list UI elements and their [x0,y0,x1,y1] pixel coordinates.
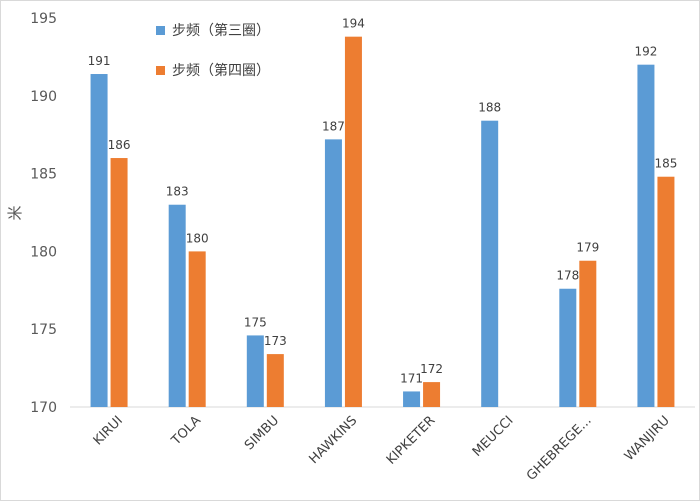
bar-lap4 [266,354,284,407]
data-label: 191 [88,54,111,68]
bar-lap4 [344,36,362,408]
x-tick-label: SIMBU [242,413,282,453]
data-label: 188 [478,101,501,115]
bar-lap3 [168,204,186,407]
bar-lap3 [481,120,499,408]
y-tick-label: 175 [30,322,57,338]
x-tick-label: MEUCCI [470,413,517,460]
legend-label: 步频（第三圈） [172,22,270,39]
bar-lap4 [188,251,206,407]
data-label: 180 [186,231,209,245]
y-tick-label: 185 [30,167,57,183]
bar-lap3 [90,74,108,408]
x-tick-label: TOLA [168,413,204,449]
x-tick-label: KIPKETER [384,413,439,468]
y-tick-label: 170 [30,400,57,416]
x-tick-label: HAWKINS [306,413,360,467]
legend-label: 步频（第四圈） [172,62,270,79]
data-label: 183 [166,185,189,199]
bar-lap3 [324,139,342,408]
bar-lap4 [579,260,597,407]
data-label: 173 [264,334,287,348]
legend-swatch [156,66,165,75]
x-tick-label: GHEBREGE... [524,413,595,484]
y-tick-label: 195 [30,11,57,27]
bar-lap3 [246,335,264,407]
data-label: 194 [342,17,365,31]
bar-lap3 [403,391,421,407]
bar-lap3 [559,288,577,407]
data-label: 185 [654,157,677,171]
data-label: 178 [556,269,579,283]
bar-lap4 [657,176,675,407]
x-tick-label: WANJIRU [622,413,673,464]
bar-lap3 [637,64,655,408]
y-axis-title: 米 [6,205,24,220]
legend-swatch [156,26,165,35]
y-tick-label: 180 [30,244,57,260]
data-label: 186 [108,138,131,152]
data-label: 187 [322,119,345,133]
data-label: 175 [244,315,267,329]
y-tick-label: 190 [30,89,57,105]
bar-lap4 [423,382,441,407]
data-label: 179 [576,241,599,255]
data-label: 192 [634,45,657,59]
x-tick-label: KIRUI [91,413,126,448]
data-label: 171 [400,371,423,385]
bar-lap4 [110,158,128,407]
data-label: 172 [420,362,443,376]
